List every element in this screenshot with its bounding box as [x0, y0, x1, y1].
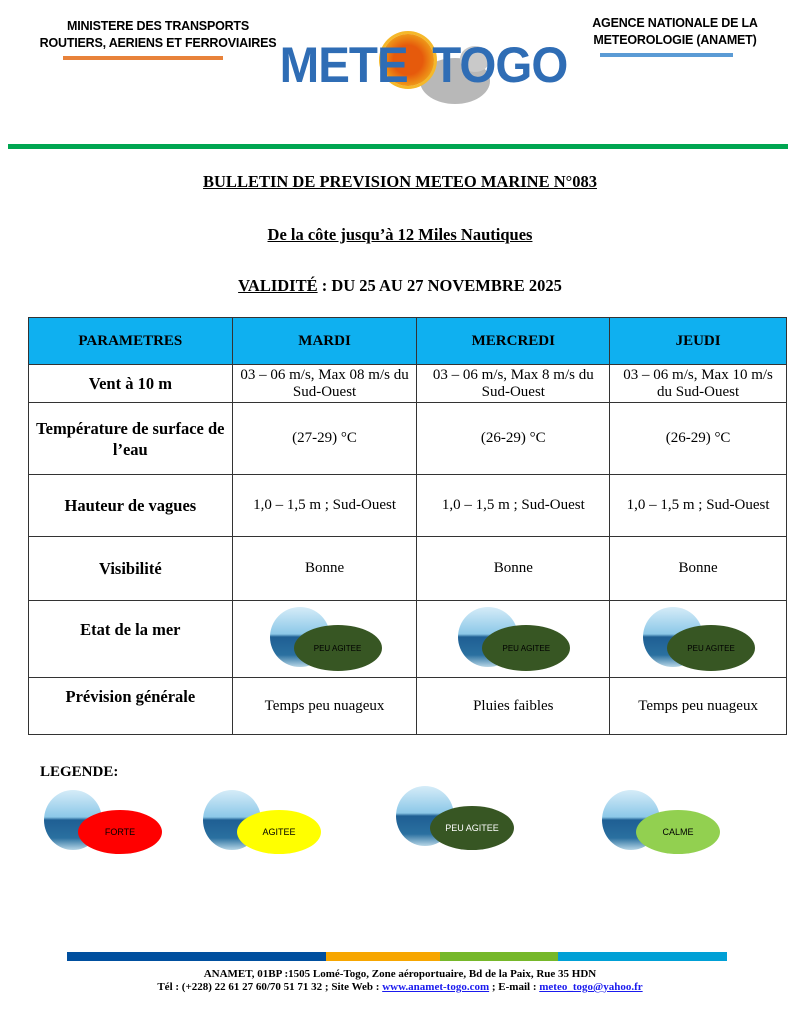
value-cell: Pluies faibles [416, 677, 611, 735]
sea-state-cell: PEU AGITEE [231, 600, 418, 678]
sea-state-icon: PEU AGITEE [269, 607, 382, 671]
param-cell: Température de surface de l’eau [28, 402, 233, 475]
value-cell: (26-29) °C [416, 402, 611, 475]
legend-agitee: AGITEE [203, 790, 323, 854]
param-cell: Prévision générale [28, 677, 233, 735]
email-link[interactable]: meteo_togo@yahoo.fr [539, 981, 643, 993]
ministry-name: MINISTERE DES TRANSPORTS ROUTIERS, AERIEN… [39, 19, 277, 50]
footer-address: ANAMET, 01BP :1505 Lomé-Togo, Zone aérop… [203, 968, 597, 980]
table-row: Etat de la mer PEU AGITEE PEU AGITEE PEU… [28, 600, 787, 678]
param-cell: Vent à 10 m [28, 364, 233, 403]
value-cell: Bonne [609, 536, 787, 601]
sun-icon [382, 34, 434, 86]
value-cell: Temps peu nuageux [609, 677, 787, 735]
table-row: Visibilité Bonne Bonne Bonne [28, 536, 787, 601]
legend-title: LEGENDE: [40, 764, 119, 780]
table-row: Température de surface de l’eau (27-29) … [28, 402, 787, 475]
legend-forte: FORTE [44, 790, 164, 854]
footer-color-bar [67, 952, 728, 961]
legend-calme: CALME [602, 790, 722, 854]
footer-contact: Tél : (+228) 22 61 27 60/70 51 71 32 ; S… [157, 981, 643, 993]
value-cell: (26-29) °C [609, 402, 787, 475]
sea-state-cell: PEU AGITEE [416, 600, 611, 678]
header-cell: MARDI [231, 317, 418, 365]
legend-peu-agitee: PEU AGITEE [396, 786, 516, 850]
value-cell: 03 – 06 m/s, Max 10 m/s du Sud-Ouest [609, 364, 787, 403]
table-row: Hauteur de vagues 1,0 – 1,5 m ; Sud-Oues… [28, 474, 787, 537]
meteo-togo-logo: METE TOGO [270, 30, 570, 110]
value-cell: 03 – 06 m/s, Max 08 m/s du Sud-Ouest [231, 364, 418, 403]
bulletin-title: BULLETIN DE PREVISION METEO MARINE N°083 [203, 172, 597, 191]
ministry-underline [63, 56, 223, 60]
value-cell: (27-29) °C [231, 402, 418, 475]
table-row: Prévision générale Temps peu nuageux Plu… [28, 677, 787, 735]
param-cell: Etat de la mer [28, 600, 233, 678]
sea-state-icon: PEU AGITEE [458, 607, 571, 671]
website-link[interactable]: www.anamet-togo.com [382, 981, 490, 993]
header-cell: JEUDI [609, 317, 787, 365]
green-rule [8, 144, 788, 149]
value-cell: Bonne [416, 536, 611, 601]
param-cell: Visibilité [28, 536, 233, 601]
value-cell: 1,0 – 1,5 m ; Sud-Ouest [416, 474, 611, 537]
logo-text: METE TOGO [279, 37, 569, 93]
agency-name: AGENCE NATIONALE DE LA METEOROLOGIE (ANAM… [592, 16, 758, 47]
header-cell: PARAMETRES [28, 317, 233, 365]
agency-underline [600, 53, 733, 57]
table-row: Vent à 10 m 03 – 06 m/s, Max 08 m/s du S… [28, 364, 787, 403]
param-cell: Hauteur de vagues [28, 474, 233, 537]
zone-subtitle: De la côte jusqu’à 12 Miles Nautiques [267, 225, 533, 244]
table-header-row: PARAMETRES MARDI MERCREDI JEUDI [28, 317, 787, 365]
forecast-table: PARAMETRES MARDI MERCREDI JEUDI Vent à 1… [28, 317, 787, 735]
header-cell: MERCREDI [416, 317, 611, 365]
value-cell: Temps peu nuageux [231, 677, 418, 735]
value-cell: 1,0 – 1,5 m ; Sud-Ouest [231, 474, 418, 537]
validity: VALIDITÉ : DU 25 AU 27 NOVEMBRE 2025 [238, 276, 562, 295]
value-cell: Bonne [231, 536, 418, 601]
sea-state-cell: PEU AGITEE [609, 600, 787, 678]
value-cell: 03 – 06 m/s, Max 8 m/s du Sud-Ouest [416, 364, 611, 403]
value-cell: 1,0 – 1,5 m ; Sud-Ouest [609, 474, 787, 537]
sea-state-icon: PEU AGITEE [643, 607, 756, 671]
